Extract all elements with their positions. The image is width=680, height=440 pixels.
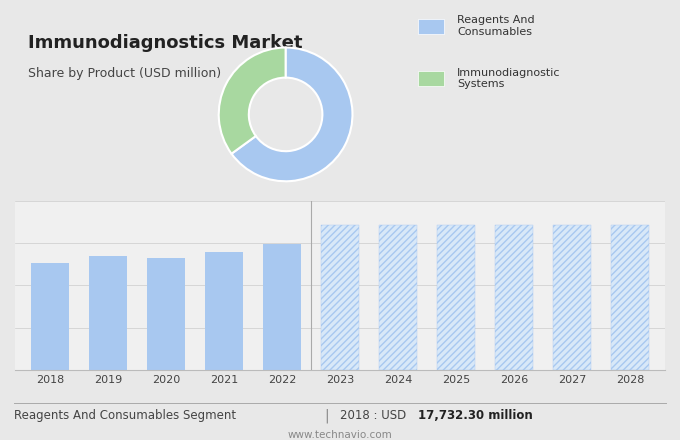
- Text: Reagents And Consumables Segment: Reagents And Consumables Segment: [14, 409, 236, 422]
- Bar: [611, 225, 649, 370]
- Bar: [89, 256, 126, 370]
- Bar: [263, 244, 301, 370]
- Text: Share by Product (USD million): Share by Product (USD million): [28, 67, 221, 80]
- Bar: [437, 225, 475, 370]
- Bar: [147, 258, 185, 370]
- Bar: [205, 252, 243, 370]
- Text: www.technavio.com: www.technavio.com: [288, 430, 392, 440]
- Bar: [31, 263, 69, 370]
- Wedge shape: [231, 48, 352, 181]
- FancyBboxPatch shape: [418, 19, 444, 34]
- Bar: [495, 225, 533, 370]
- Text: Immunodiagnostics Market: Immunodiagnostics Market: [28, 34, 303, 52]
- Text: Immunodiagnostic
Systems: Immunodiagnostic Systems: [457, 67, 560, 89]
- Wedge shape: [219, 48, 286, 154]
- Bar: [379, 225, 417, 370]
- Bar: [554, 225, 591, 370]
- Text: 2018 : USD: 2018 : USD: [340, 409, 410, 422]
- Text: |: |: [324, 409, 328, 423]
- FancyBboxPatch shape: [418, 71, 444, 86]
- Text: 17,732.30 million: 17,732.30 million: [418, 409, 533, 422]
- Bar: [321, 225, 359, 370]
- Text: Reagents And
Consumables: Reagents And Consumables: [457, 15, 534, 37]
